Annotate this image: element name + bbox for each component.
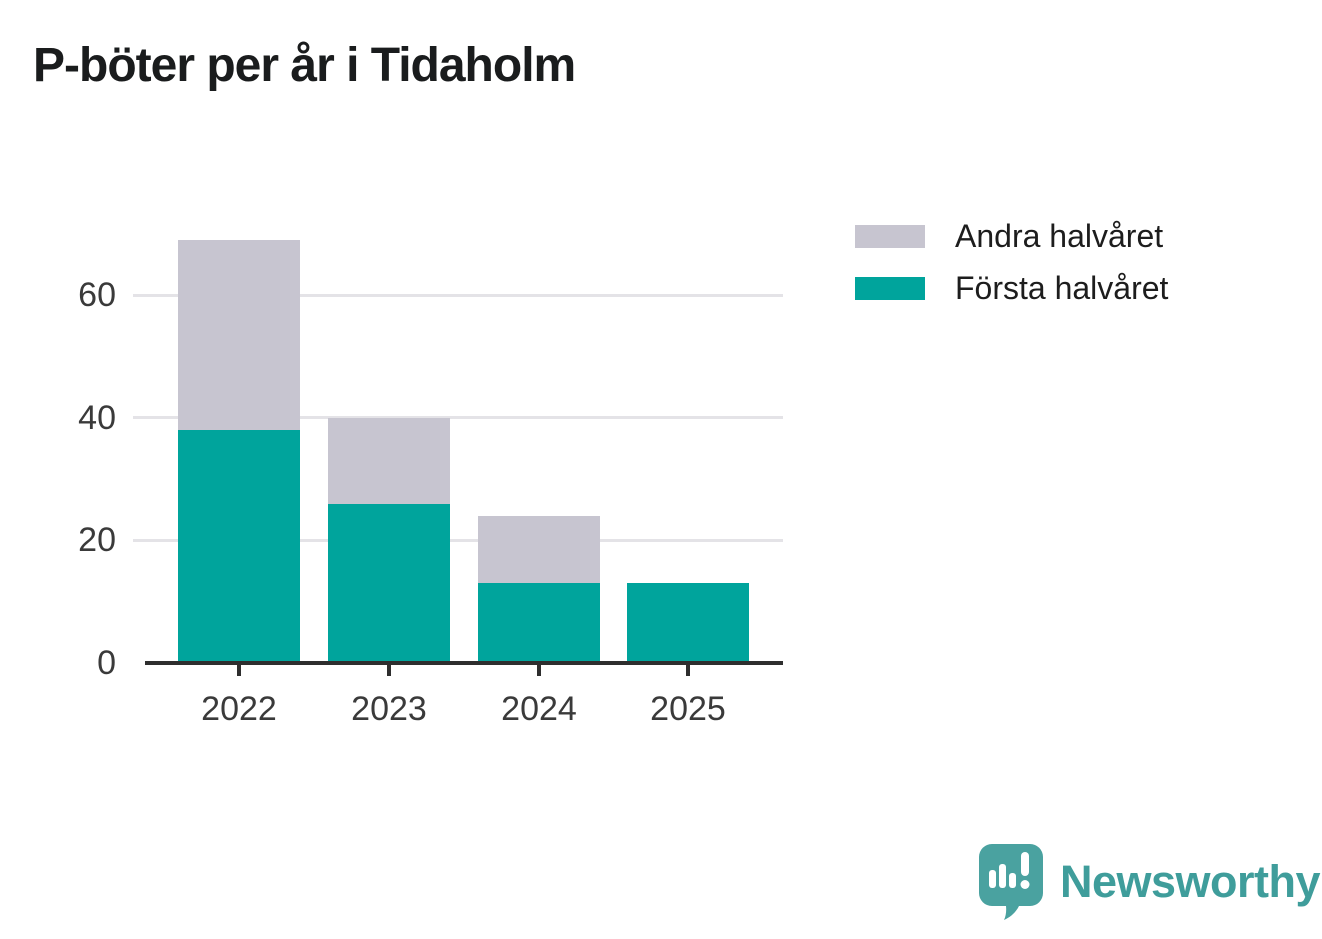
chart-title: P-böter per år i Tidaholm <box>33 39 576 92</box>
x-tick-2023 <box>387 665 391 676</box>
x-tick-2025 <box>686 665 690 676</box>
y-tick-label-20: 20 <box>78 521 116 560</box>
legend-label: Andra halvåret <box>955 218 1164 254</box>
newsworthy-logo: Newsworthy <box>978 843 1321 921</box>
legend-label: Första halvåret <box>955 270 1169 306</box>
legend: Andra halvåret Första halvåret <box>855 218 1168 306</box>
bar-segment-2023-andra-halv-ret <box>328 417 450 504</box>
x-tick-label-2025: 2025 <box>650 690 726 728</box>
legend-item-forsta-halvaret: Första halvåret <box>855 270 1168 306</box>
bar-segment-2024-andra-halv-ret <box>478 515 600 584</box>
bar-2023 <box>328 417 450 663</box>
bar-segment-2023-f-rsta-halv-ret <box>328 503 450 663</box>
bar-segment-2024-f-rsta-halv-ret <box>478 583 600 663</box>
bar-segment-2022-f-rsta-halv-ret <box>178 429 300 663</box>
legend-swatch-andra-halvaret <box>855 225 925 248</box>
bar-2024 <box>478 515 600 663</box>
gridline-40 <box>133 416 783 420</box>
bar-2022 <box>178 239 300 663</box>
x-tick-label-2024: 2024 <box>501 690 577 728</box>
bar-2025 <box>627 583 749 663</box>
gridline-20 <box>133 538 783 542</box>
legend-swatch-forsta-halvaret <box>855 277 925 300</box>
x-tick-2022 <box>237 665 241 676</box>
y-tick-label-60: 60 <box>78 276 116 314</box>
x-tick-label-2022: 2022 <box>201 690 277 728</box>
x-axis-line <box>145 661 783 665</box>
x-tick-2024 <box>537 665 541 676</box>
x-tick-label-2023: 2023 <box>351 690 427 728</box>
y-tick-label-40: 40 <box>78 398 116 437</box>
newsworthy-speech-bubble-bar-chart-icon <box>979 844 1043 920</box>
bar-segment-2025-f-rsta-halv-ret <box>627 583 749 663</box>
bar-segment-2022-andra-halv-ret <box>178 239 300 430</box>
legend-item-andra-halvaret: Andra halvåret <box>855 218 1168 254</box>
y-tick-label-0: 0 <box>97 644 116 682</box>
brand-name: Newsworthy <box>1060 856 1321 907</box>
gridline-60 <box>133 293 783 297</box>
